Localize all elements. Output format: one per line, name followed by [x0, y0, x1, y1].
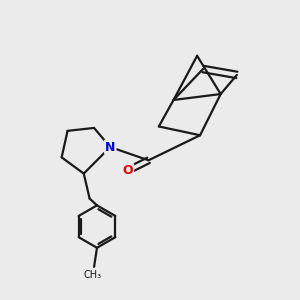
Text: CH₃: CH₃ — [83, 270, 102, 280]
Text: N: N — [105, 141, 116, 154]
Text: O: O — [123, 164, 133, 177]
